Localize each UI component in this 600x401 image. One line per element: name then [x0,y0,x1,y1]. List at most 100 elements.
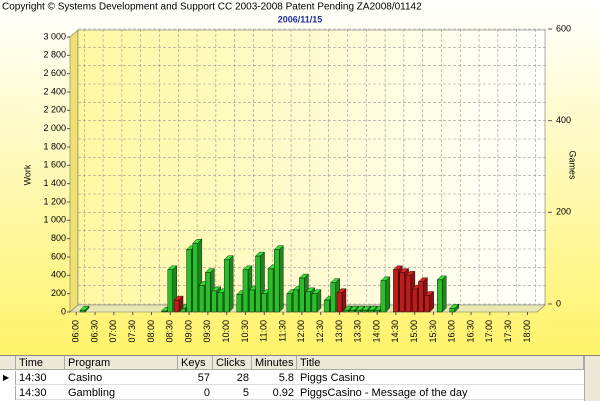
x-tick-label: 15:00 [409,320,419,343]
x-tick-label: 12:00 [296,320,306,343]
y-tick-label: 2 600 [43,68,66,78]
bar [236,294,242,313]
bar [330,282,336,313]
y-tick-label: 2 400 [43,86,66,96]
y-tick-label: 2 200 [43,105,66,115]
chart: Copyright © Systems Development and Supp… [0,0,600,355]
bar [437,279,443,313]
bar [368,309,374,313]
table-cell[interactable]: 5.8 [252,371,297,385]
copyright: Copyright © Systems Development and Supp… [2,2,422,13]
x-tick-label: 15:30 [428,320,438,343]
bar [186,249,192,313]
table-cell[interactable]: PiggsCasino - Message of the day [297,386,584,400]
chart-title: 2006/11/15 [278,14,323,24]
table-cell[interactable]: Gambling [65,386,178,400]
column-header: Clicks [213,356,252,370]
y2-tick-label: 200 [556,207,571,217]
bar [198,285,205,313]
table-cell[interactable]: 0.92 [252,386,297,400]
x-tick-label: 16:00 [447,320,457,343]
bar [255,255,261,313]
bar-side [385,276,391,313]
bar [324,299,330,313]
bar [418,281,424,313]
table-cell[interactable]: 14:30 [16,386,65,400]
bar [223,259,230,313]
bar [292,289,299,313]
y-axis-label: Work [22,164,32,185]
x-tick-label: 06:30 [89,320,99,343]
bar [399,272,405,313]
column-header: Minutes [252,356,297,370]
x-tick-label: 08:30 [165,320,175,343]
x-tick-label: 06:00 [71,320,81,343]
table-cell[interactable]: 14:30 [16,371,65,385]
y2-tick-label: 400 [556,115,571,125]
table-cell[interactable]: 0 [178,386,213,400]
x-tick-label: 14:30 [390,320,400,343]
table-cell[interactable]: 5 [213,386,252,400]
x-tick-label: 11:00 [259,320,269,342]
bar-side [316,289,322,313]
bar [205,272,211,313]
bar [361,309,368,313]
bar [274,249,280,313]
y-tick-label: 2 800 [43,50,66,60]
table-cell[interactable]: Casino [65,371,178,385]
row-indicator: ▶ [0,371,16,385]
back-wall [77,29,546,306]
bar [167,269,173,313]
bar [449,308,455,313]
bar [343,309,349,313]
bar [217,292,224,313]
bar [299,277,305,313]
bar [211,290,217,313]
y-tick-label: 1 800 [43,141,66,151]
column-header: Keys [178,356,213,370]
table-cell[interactable]: Piggs Casino [297,371,584,385]
data-table: Time Program Keys Clicks Minutes Title ▶ 14:30 C… [0,355,600,401]
bar-side [341,288,347,313]
scrollbar[interactable] [584,356,600,401]
x-tick-label: 17:00 [484,320,494,343]
y-tick-label: 600 [51,251,66,261]
bar [374,309,380,313]
bar [336,292,343,313]
x-tick-label: 10:00 [221,320,231,343]
table-cell[interactable]: 28 [213,371,252,385]
x-tick-label: 17:30 [503,320,513,343]
y-tick-label: 200 [51,288,66,298]
side-wall [69,29,79,313]
bar [424,295,430,313]
bar [393,269,399,313]
row-header [0,356,16,370]
table-cell[interactable]: 57 [178,371,213,385]
y-tick-label: 1 400 [43,178,66,188]
column-header: Time [16,356,65,370]
x-tick-label: 09:00 [183,320,193,343]
column-header: Program [65,356,178,370]
bar [192,243,199,313]
y2-tick-label: 0 [556,298,561,308]
x-tick-label: 18:00 [522,320,532,343]
y-tick-label: 1 000 [43,215,66,225]
bar-side [228,255,234,313]
x-tick-label: 07:00 [108,320,118,343]
bar [311,293,318,313]
y-tick-label: 800 [51,233,66,243]
y-tick-label: 1 600 [43,160,66,170]
x-tick-label: 14:00 [371,320,381,343]
bar [405,275,412,313]
column-header: Title [297,356,584,370]
x-tick-label: 10:30 [240,320,250,343]
bar [249,289,255,313]
bar [286,293,293,313]
bar [161,310,167,313]
bar [411,288,418,313]
y-tick-label: 3 000 [43,31,66,41]
x-tick-label: 09:30 [202,320,212,343]
bar [349,309,355,313]
row-indicator [0,386,16,400]
